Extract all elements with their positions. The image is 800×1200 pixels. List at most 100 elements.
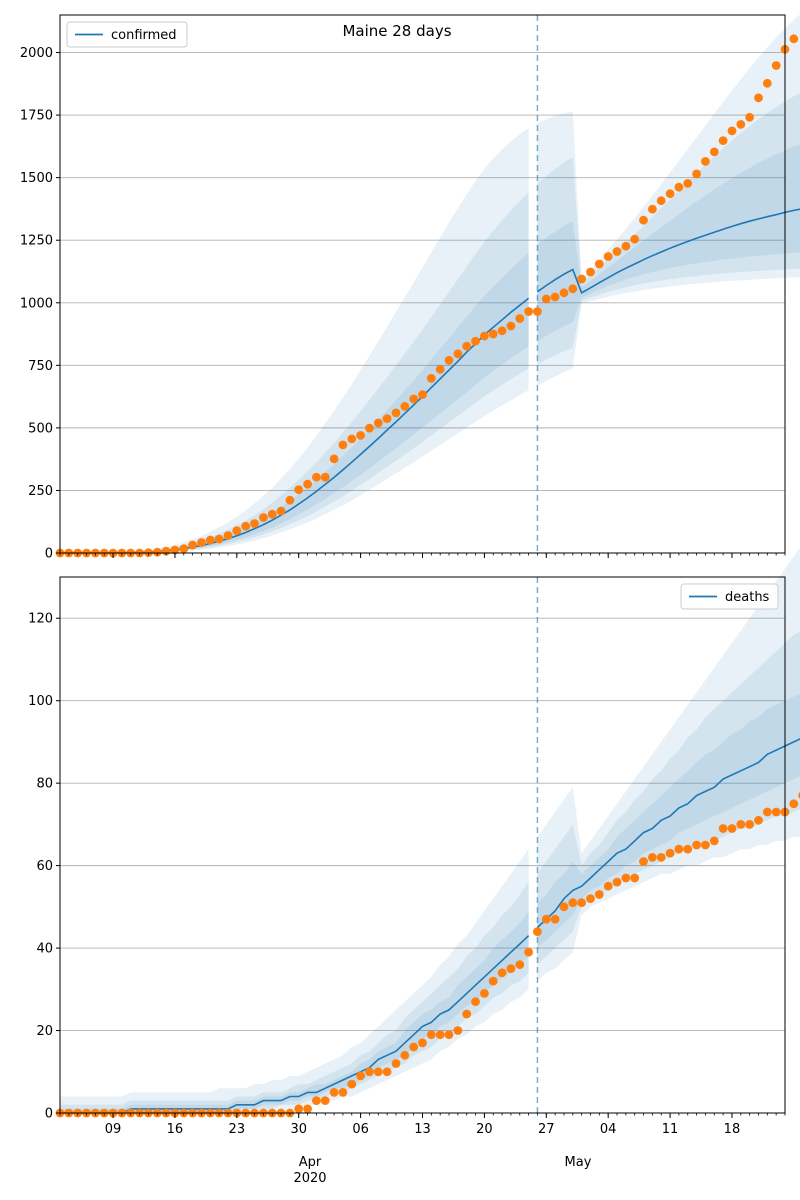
observed-point <box>444 1030 454 1040</box>
year-label: 2020 <box>293 1171 326 1186</box>
observed-point <box>745 820 754 829</box>
observed-point <box>630 873 640 883</box>
observed-point <box>453 349 463 359</box>
observed-point <box>223 531 233 540</box>
y-tick-label: 1000 <box>20 296 53 311</box>
band-outer-history <box>60 128 529 553</box>
observed-point <box>586 894 595 903</box>
legend-label: confirmed <box>111 28 177 43</box>
deaths-panel: 0 20 40 60 80 100 120 09 16 23 30 06 13 20 27 04 11 18 dea… <box>28 547 800 1137</box>
observed-point <box>639 857 648 866</box>
observed-point <box>533 307 542 316</box>
observed-point <box>356 431 365 440</box>
y-tick-label: 2000 <box>20 46 53 61</box>
observed-point <box>497 326 507 336</box>
x-tick-label: 30 <box>290 1122 307 1137</box>
model-line-forecast <box>536 738 800 929</box>
observed-point <box>683 179 693 188</box>
observed-point <box>294 485 304 495</box>
observed-point <box>373 1067 383 1077</box>
observed-point <box>612 877 622 887</box>
y-tick-label: 80 <box>36 777 53 792</box>
x-tick-label: 04 <box>600 1122 617 1137</box>
observed-point <box>709 147 719 157</box>
observed-point <box>568 284 578 294</box>
observed-point <box>303 479 312 489</box>
observed-point <box>462 341 472 351</box>
band-middle-forecast <box>537 631 800 965</box>
observed-point <box>197 538 206 547</box>
observed-point <box>471 336 480 346</box>
observed-point <box>170 545 180 555</box>
observed-point <box>329 1088 339 1097</box>
observed-point <box>294 1104 304 1114</box>
observed-point <box>594 890 604 899</box>
observed-point <box>373 418 383 428</box>
x-tick-label: 11 <box>662 1122 679 1137</box>
observed-point <box>674 182 684 192</box>
observed-point <box>418 390 427 399</box>
month-label-may: May <box>565 1155 592 1170</box>
band-middle-forecast <box>537 93 800 365</box>
y-tick-label: 1750 <box>20 109 53 124</box>
observed-point <box>745 112 754 122</box>
y-tick-label: 0 <box>45 547 53 562</box>
observed-point <box>338 1088 348 1097</box>
observed-point <box>568 898 578 908</box>
observed-point <box>603 252 613 261</box>
y-tick-label: 1250 <box>20 234 53 249</box>
observed-point <box>435 1030 445 1040</box>
observed-point <box>559 902 569 912</box>
observed-point <box>718 824 728 833</box>
observed-point <box>727 126 737 136</box>
observed-point <box>400 402 410 411</box>
x-tick-label: 09 <box>105 1122 122 1137</box>
observed-point <box>426 1030 436 1040</box>
observed-point <box>409 1042 419 1052</box>
observed-point <box>453 1026 463 1035</box>
observed-point <box>665 189 675 199</box>
y-tick-label: 120 <box>28 612 53 627</box>
observed-point <box>683 844 693 854</box>
observed-point <box>692 840 701 850</box>
observed-point <box>347 434 357 444</box>
observed-point <box>382 1067 392 1077</box>
observed-point <box>727 824 737 833</box>
observed-point <box>559 288 569 298</box>
observed-point <box>771 807 781 817</box>
observed-point <box>515 960 525 969</box>
observed-point <box>541 914 551 924</box>
observed-point <box>630 234 640 244</box>
observed-point <box>594 259 604 269</box>
observed-point <box>488 976 498 986</box>
month-label-apr: Apr <box>299 1155 322 1170</box>
observed-point <box>338 440 348 450</box>
observed-point <box>621 241 631 251</box>
observed-point <box>312 472 321 482</box>
observed-point <box>648 853 657 862</box>
observed-point <box>480 989 489 998</box>
band-inner-forecast <box>537 693 800 949</box>
observed-point <box>179 544 189 554</box>
observed-point <box>152 547 162 557</box>
observed-point <box>276 506 286 516</box>
observed-point <box>577 898 586 908</box>
observed-point <box>762 78 772 88</box>
observed-point <box>541 294 551 304</box>
observed-point <box>241 521 251 531</box>
observed-point <box>506 321 516 331</box>
observed-point <box>400 1050 410 1060</box>
observed-point <box>250 519 259 528</box>
observed-point <box>586 267 595 277</box>
x-tick-label: 16 <box>167 1122 184 1137</box>
observed-point <box>320 1096 330 1105</box>
legend-box <box>66 21 188 48</box>
observed-point <box>259 513 268 522</box>
observed-point <box>754 815 763 825</box>
y-tick-label: 1500 <box>20 171 53 186</box>
band-outer-forecast <box>537 14 800 386</box>
y-tick-label: 250 <box>28 484 53 499</box>
observed-point <box>754 93 763 103</box>
confirmed-panel: 0 250 500 750 1000 1250 1500 1750 2000 confirmed <box>20 14 800 562</box>
